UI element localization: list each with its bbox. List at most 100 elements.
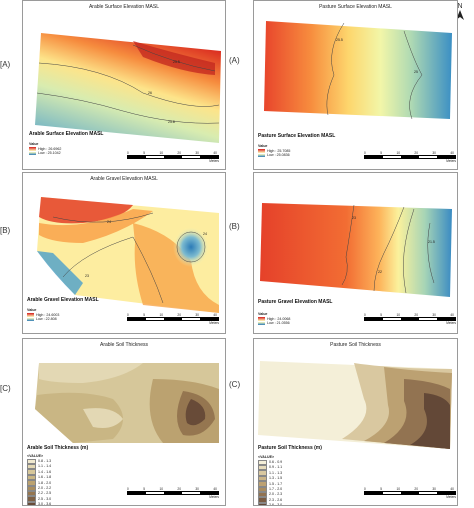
contour-line (176, 231, 206, 263)
legend-high: High : 25.7085 (267, 148, 291, 153)
legend-swatch (258, 491, 267, 498)
side-label-c-left: [C) (0, 384, 11, 393)
legend-class-label: 2.2 - 2.5 (38, 491, 52, 496)
map-label: Pasture Soil Thickness (m) (258, 445, 322, 451)
elevation-map: 23 22 21.5 (260, 203, 452, 297)
scale-tick: 5 (380, 313, 382, 317)
north-arrow: N (456, 3, 464, 22)
legend-swatch (258, 153, 265, 158)
scale-tick: 20 (177, 313, 181, 317)
legend: <VALUE> 0.6 - 0.9 0.9 - 1.1 1.1 - 1.3 1.3 -… (258, 455, 283, 506)
contour-line (62, 236, 164, 304)
scale-tick: 20 (414, 487, 418, 491)
panel-pasture-gravel: 23 22 21.5 Pasture Gravel Elevation MASL… (253, 172, 458, 334)
scale-tick: 5 (380, 487, 382, 491)
legend-item: 1.1 - 1.3 (258, 470, 283, 476)
scale-unit: Meters (446, 495, 456, 499)
map-surface (260, 203, 452, 297)
legend-item: 1.1 - 1.4 (27, 463, 51, 470)
contour-label: 25.5 (336, 38, 343, 42)
scale-tick: 20 (177, 487, 181, 491)
legend-head: Value (258, 144, 268, 148)
scale-tick: 0 (127, 487, 129, 491)
scale-tick: 40 (450, 313, 454, 317)
map-title: Arable Soil Thickness (100, 342, 148, 348)
legend-head: Value (27, 308, 37, 312)
map-title: Arable Gravel Elevation MASL (90, 176, 158, 182)
contour-line (341, 204, 355, 286)
legend-swatch (29, 151, 36, 156)
scale-tick: 40 (213, 313, 217, 317)
legend-item: 2.0 - 2.3 (258, 491, 282, 498)
contour-line (52, 212, 154, 223)
contour-label: 25.5 (173, 60, 180, 64)
scale-tick: 10 (159, 487, 163, 491)
north-label: N (457, 3, 463, 10)
legend-class-label: 1.4 - 1.6 (38, 469, 52, 474)
map-title: Pasture Surface Elevation MASL (319, 4, 392, 10)
legend-item: 2.3 - 2.6 (258, 497, 283, 503)
legend-swatch (258, 317, 265, 321)
contour-label: 23 (85, 274, 89, 278)
legend-swatch (27, 317, 34, 322)
scale-bar: 0 5 10 20 30 40 Meters (127, 487, 219, 499)
legend-class-label: 1.3 - 1.5 (269, 476, 283, 481)
scale-tick: 10 (159, 151, 163, 155)
legend-class-label: 1.7 - 2.0 (269, 486, 283, 491)
legend-class-label: 2.6 - 3.0 (269, 503, 283, 506)
elevation-map: 24 23 24 (37, 197, 219, 313)
legend-item: 2.0 - 2.2 (27, 485, 52, 491)
scale-tick: 0 (364, 313, 366, 317)
legend-swatch (258, 475, 267, 482)
legend-swatch (258, 464, 267, 471)
elevation-map: 25.5 26 25.8 (35, 33, 221, 143)
scale-tick: 5 (143, 151, 145, 155)
contour-line (403, 30, 423, 120)
legend-high: High : 24.0068 (267, 316, 291, 321)
legend-swatch (258, 502, 267, 505)
legend-swatch (27, 496, 36, 502)
contour-line (132, 44, 216, 72)
map-title: Pasture Soil Thickness (330, 342, 381, 348)
legend-item: 2.5 - 3.0 (27, 496, 51, 502)
panel-pasture-surface: Pasture Surface Elevation MASL 25.5 25 P… (253, 0, 458, 170)
legend-head: <VALUE> (258, 455, 275, 459)
map-surface (35, 33, 221, 143)
scale-bar: 0 5 10 20 30 40 Meters (364, 151, 456, 163)
legend-item: 0.6 - 0.9 (258, 459, 282, 465)
legend-swatch (258, 486, 267, 492)
scale-tick: 20 (414, 151, 418, 155)
scale-tick: 30 (195, 151, 199, 155)
map-label: Arable Surface Elevation MASL (29, 131, 104, 137)
scale-tick: 5 (380, 151, 382, 155)
legend-class-label: 2.0 - 2.2 (38, 485, 52, 490)
panel-arable-surface: Arable Surface Elevation MASL 25.5 26 25… (22, 0, 226, 170)
legend-low: Low : 21.0556 (267, 321, 290, 326)
legend-head: Value (29, 142, 39, 146)
scale-tick: 30 (432, 487, 436, 491)
scale-tick: 40 (450, 487, 454, 491)
contour-label: 22 (378, 270, 382, 274)
legend-swatch (258, 497, 267, 503)
legend-class-label: 1.1 - 1.3 (269, 470, 283, 475)
side-label-c-right: (C) (229, 380, 241, 389)
legend-swatch (27, 480, 36, 486)
legend-class-label: 0.9 - 1.1 (269, 465, 283, 470)
legend-class-label: 2.3 - 2.6 (269, 497, 283, 502)
scale-bar: 0 5 10 20 30 40 Meters (127, 151, 219, 163)
legend-swatch (27, 501, 36, 505)
contour-label: 24 (107, 220, 111, 224)
legend-item: 1.8 - 2.0 (27, 480, 51, 486)
scale-unit: Meters (446, 321, 456, 325)
legend-high: High : 26.6962 (38, 146, 62, 151)
legend-head: Value (258, 312, 268, 316)
scale-tick: 5 (143, 313, 145, 317)
contour-line (38, 62, 220, 107)
legend-class-label: 1.5 - 1.7 (269, 481, 283, 486)
scale-tick: 0 (127, 313, 129, 317)
scale-bar: 0 5 10 20 30 40 Meters (364, 313, 456, 325)
side-label-b-left: [B) (0, 226, 11, 235)
legend-swatch (27, 485, 36, 491)
scale-tick: 20 (414, 313, 418, 317)
contour-line (373, 206, 405, 292)
